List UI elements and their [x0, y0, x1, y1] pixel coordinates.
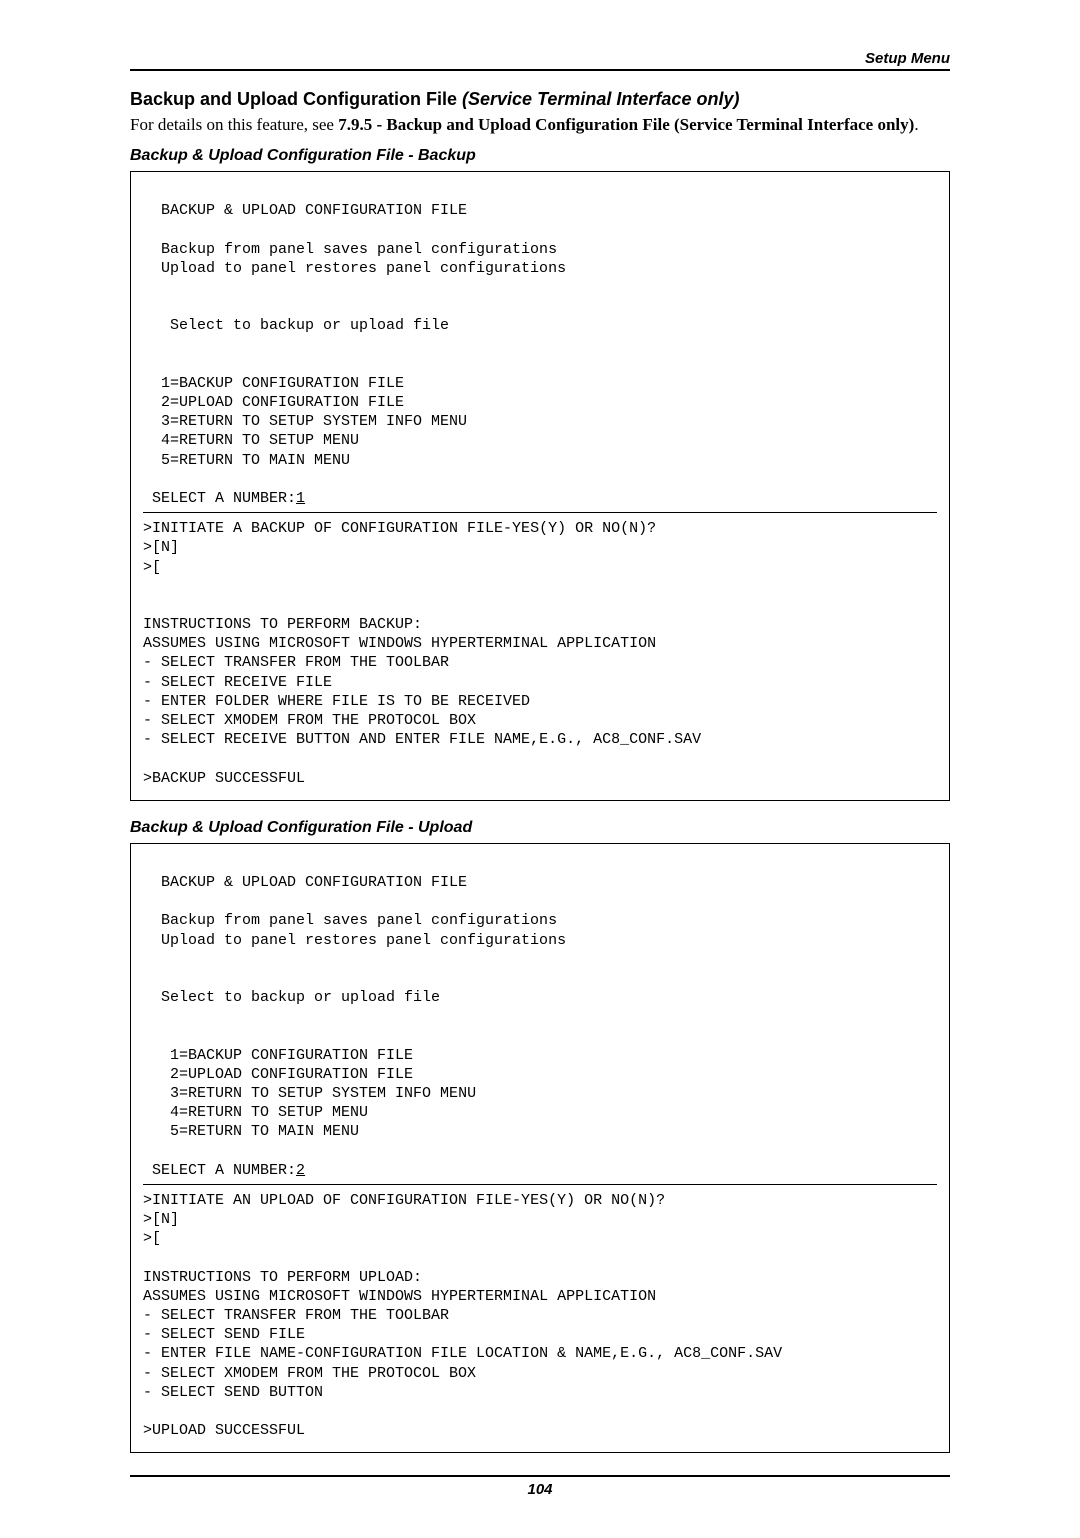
- upload-heading: Backup & Upload Configuration File - Upl…: [130, 819, 950, 837]
- backup-instr-assume: ASSUMES USING MICROSOFT WINDOWS HYPERTER…: [143, 635, 656, 652]
- upload-opt1: 1=BACKUP CONFIGURATION FILE: [170, 1047, 413, 1064]
- upload-success: >UPLOAD SUCCESSFUL: [143, 1422, 305, 1439]
- backup-top-block: BACKUP & UPLOAD CONFIGURATION FILE Backu…: [143, 201, 937, 470]
- page-number: 104: [130, 1481, 950, 1498]
- backup-resp1: >[N]: [143, 539, 179, 556]
- backup-select-value: 1: [296, 490, 305, 507]
- backup-opt3: 3=RETURN TO SETUP SYSTEM INFO MENU: [161, 413, 467, 430]
- backup-divider: [143, 512, 937, 513]
- page-content: Setup Menu Backup and Upload Configurati…: [0, 0, 1080, 1538]
- upload-instr-title: INSTRUCTIONS TO PERFORM UPLOAD:: [143, 1269, 422, 1286]
- header-rule: [130, 69, 950, 71]
- upload-divider: [143, 1184, 937, 1185]
- backup-desc1: Backup from panel saves panel configurat…: [161, 241, 557, 258]
- backup-heading: Backup & Upload Configuration File - Bac…: [130, 147, 950, 165]
- backup-instr-d: - SELECT XMODEM FROM THE PROTOCOL BOX: [143, 712, 476, 729]
- upload-desc2: Upload to panel restores panel configura…: [161, 932, 566, 949]
- section-title: Backup and Upload Configuration File (Se…: [130, 89, 950, 110]
- upload-opt3: 3=RETURN TO SETUP SYSTEM INFO MENU: [170, 1085, 476, 1102]
- backup-instr-b: - SELECT RECEIVE FILE: [143, 674, 332, 691]
- backup-instr-e: - SELECT RECEIVE BUTTON AND ENTER FILE N…: [143, 731, 701, 748]
- upload-resp1: >[N]: [143, 1211, 179, 1228]
- upload-resp2: >[: [143, 1230, 161, 1247]
- backup-confirm: >INITIATE A BACKUP OF CONFIGURATION FILE…: [143, 520, 656, 537]
- backup-select-label: SELECT A NUMBER:: [152, 490, 296, 507]
- backup-header-line: BACKUP & UPLOAD CONFIGURATION FILE: [161, 202, 467, 219]
- intro-pre: For details on this feature, see: [130, 115, 338, 134]
- upload-instr-assume: ASSUMES USING MICROSOFT WINDOWS HYPERTER…: [143, 1288, 656, 1305]
- upload-select-value: 2: [296, 1162, 305, 1179]
- upload-desc1: Backup from panel saves panel configurat…: [161, 912, 557, 929]
- backup-desc2: Upload to panel restores panel configura…: [161, 260, 566, 277]
- upload-terminal: BACKUP & UPLOAD CONFIGURATION FILE Backu…: [130, 843, 950, 1454]
- upload-header-line: BACKUP & UPLOAD CONFIGURATION FILE: [161, 874, 467, 891]
- backup-opt1: 1=BACKUP CONFIGURATION FILE: [161, 375, 404, 392]
- upload-confirm: >INITIATE AN UPLOAD OF CONFIGURATION FIL…: [143, 1192, 665, 1209]
- upload-instr-d: - SELECT XMODEM FROM THE PROTOCOL BOX: [143, 1365, 476, 1382]
- upload-select-label: SELECT A NUMBER:: [152, 1162, 296, 1179]
- backup-terminal: BACKUP & UPLOAD CONFIGURATION FILE Backu…: [130, 171, 950, 801]
- header-label: Setup Menu: [130, 50, 950, 67]
- footer-rule: [130, 1475, 950, 1477]
- upload-instr-a: - SELECT TRANSFER FROM THE TOOLBAR: [143, 1307, 449, 1324]
- upload-instr-b: - SELECT SEND FILE: [143, 1326, 305, 1343]
- intro-paragraph: For details on this feature, see 7.9.5 -…: [130, 114, 950, 137]
- upload-prompt: Select to backup or upload file: [161, 989, 440, 1006]
- upload-opt5: 5=RETURN TO MAIN MENU: [170, 1123, 359, 1140]
- backup-success: >BACKUP SUCCESSFUL: [143, 770, 305, 787]
- backup-opt2: 2=UPLOAD CONFIGURATION FILE: [161, 394, 404, 411]
- backup-opt4: 4=RETURN TO SETUP MENU: [161, 432, 359, 449]
- intro-bold: 7.9.5 - Backup and Upload Configuration …: [338, 115, 914, 134]
- backup-prompt: Select to backup or upload file: [161, 317, 449, 334]
- backup-resp2: >[: [143, 559, 161, 576]
- section-title-plain: Backup and Upload Configuration File: [130, 89, 462, 109]
- intro-post: .: [914, 115, 918, 134]
- backup-instr-a: - SELECT TRANSFER FROM THE TOOLBAR: [143, 654, 449, 671]
- section-title-italic: (Service Terminal Interface only): [462, 89, 739, 109]
- upload-opt4: 4=RETURN TO SETUP MENU: [170, 1104, 368, 1121]
- upload-instr-c: - ENTER FILE NAME-CONFIGURATION FILE LOC…: [143, 1345, 782, 1362]
- upload-opt2: 2=UPLOAD CONFIGURATION FILE: [170, 1066, 413, 1083]
- backup-instr-c: - ENTER FOLDER WHERE FILE IS TO BE RECEI…: [143, 693, 530, 710]
- backup-instr-title: INSTRUCTIONS TO PERFORM BACKUP:: [143, 616, 422, 633]
- upload-instr-e: - SELECT SEND BUTTON: [143, 1384, 323, 1401]
- backup-opt5: 5=RETURN TO MAIN MENU: [161, 452, 350, 469]
- upload-top-block: BACKUP & UPLOAD CONFIGURATION FILE Backu…: [143, 873, 937, 1142]
